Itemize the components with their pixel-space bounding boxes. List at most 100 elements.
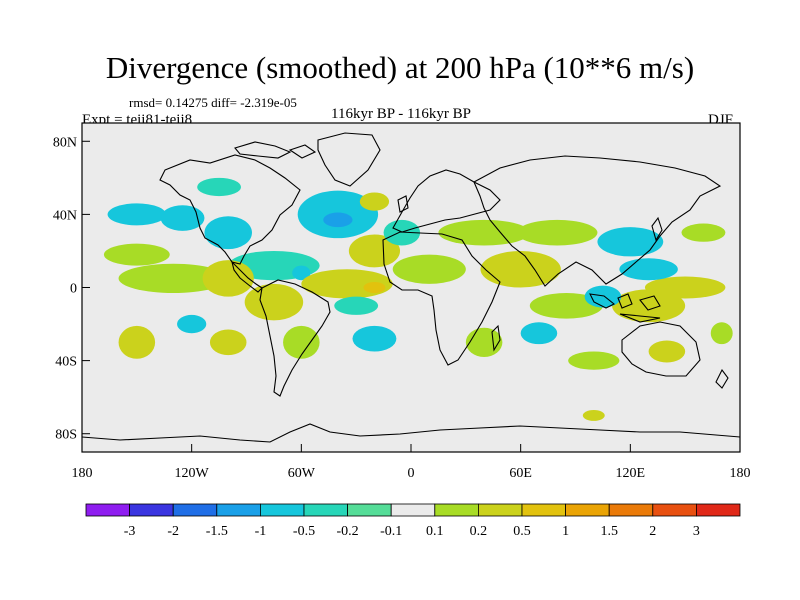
anomaly-patch	[359, 192, 390, 211]
colorbar-swatch	[652, 503, 697, 517]
x-tick-label: 0	[408, 466, 415, 481]
anomaly-patch	[520, 322, 558, 345]
colorbar: -3 -2 -1.5 -1 -0.5 -0.2 -0.1 0.1 0.2 0.5 1 1.5 2 3	[85, 503, 741, 539]
y-tick-label: 40S	[55, 355, 77, 370]
anomaly-patches	[103, 177, 733, 421]
anomaly-patch	[363, 282, 386, 293]
colorbar-label: 0.2	[470, 524, 488, 539]
anomaly-patch	[177, 314, 207, 334]
anomaly-patch	[644, 276, 726, 299]
colorbar-swatch	[434, 503, 479, 517]
coast-south-america	[259, 279, 331, 397]
coast-asia	[473, 155, 722, 287]
colorbar-label: -1.5	[206, 524, 228, 539]
coast-europe	[392, 169, 501, 233]
y-axis: 80N 40N 0 40S 80S	[53, 135, 90, 443]
colorbar-label: 3	[693, 524, 700, 539]
colorbar-swatch	[390, 503, 436, 517]
anomaly-patch	[204, 216, 252, 250]
colorbar-label: -2	[167, 524, 179, 539]
anomaly-patch	[648, 340, 686, 363]
anomaly-patch	[283, 325, 320, 359]
anomaly-patch	[202, 260, 254, 297]
coast-indonesia	[589, 293, 661, 323]
colorbar-swatch	[477, 503, 523, 517]
y-tick-label: 40N	[53, 208, 77, 223]
x-tick-label: 120W	[175, 466, 210, 481]
anomaly-patch	[584, 285, 622, 308]
coast-africa	[382, 231, 501, 366]
stats-label: rmsd= 0.14275 diff= -2.319e-05	[129, 95, 297, 110]
x-axis: 180 120W 60W 0 60E 120E 180	[72, 444, 751, 481]
colorbar-swatch	[129, 503, 174, 517]
coast-north-america	[159, 154, 301, 265]
colorbar-label: -1	[255, 524, 267, 539]
coast-antarctica	[82, 423, 740, 443]
anomaly-patch	[118, 325, 156, 359]
colorbar-label: -0.5	[293, 524, 315, 539]
coast-japan	[651, 216, 663, 242]
colorbar-swatch	[172, 503, 218, 517]
colorbar-swatch	[259, 503, 305, 517]
x-tick-label: 180	[730, 466, 751, 481]
colorbar-label: 2	[649, 524, 656, 539]
colorbar-swatch	[565, 503, 610, 517]
anomaly-patch	[197, 177, 242, 197]
x-tick-label: 60W	[288, 466, 316, 481]
coast-british-isles	[397, 195, 409, 213]
colorbar-swatch	[696, 503, 741, 517]
colorbar-label: -0.2	[337, 524, 359, 539]
anomaly-patch	[568, 351, 620, 370]
anomaly-patch	[334, 296, 379, 315]
coastlines	[82, 132, 740, 443]
anomaly-patch	[582, 409, 605, 421]
colorbar-label: 0.5	[513, 524, 531, 539]
anomaly-patch	[323, 212, 353, 228]
chart-title: Divergence (smoothed) at 200 hPa (10**6 …	[105, 50, 695, 85]
x-tick-label: 180	[72, 466, 93, 481]
coast-australia	[621, 321, 701, 377]
colorbar-swatch	[216, 503, 261, 517]
coast-new-zealand	[715, 368, 729, 389]
anomaly-patch	[597, 227, 664, 257]
map-area	[82, 123, 740, 452]
colorbar-swatch	[608, 503, 654, 517]
anomaly-patch	[292, 265, 311, 281]
anomaly-patch	[710, 322, 733, 345]
anomaly-patch	[352, 325, 397, 352]
y-tick-label: 80N	[53, 135, 77, 150]
anomaly-patch	[103, 243, 170, 266]
anomaly-patch	[244, 283, 304, 321]
colorbar-label: -3	[124, 524, 136, 539]
anomaly-patch	[517, 219, 598, 246]
anomaly-patch	[160, 205, 205, 231]
colorbar-swatch	[85, 503, 130, 517]
coast-arctic-islands	[234, 141, 317, 159]
colorbar-swatch	[303, 503, 348, 517]
anomaly-patch	[438, 219, 530, 246]
y-tick-label: 0	[70, 282, 77, 297]
coast-madagascar	[491, 324, 501, 352]
anomaly-patch	[118, 263, 229, 293]
coast-central-america	[230, 260, 263, 293]
anomaly-patch	[465, 327, 503, 357]
period-label: 116kyr BP - 116kyr BP	[331, 106, 472, 122]
colorbar-label: 1	[562, 524, 569, 539]
anomaly-patch	[107, 203, 167, 226]
anomaly-patch	[612, 289, 686, 323]
anomaly-patch	[529, 292, 603, 319]
x-tick-label: 120E	[616, 466, 646, 481]
anomaly-patch	[209, 329, 247, 356]
colorbar-label: -0.1	[380, 524, 402, 539]
coast-greenland	[317, 132, 381, 187]
anomaly-patch	[383, 219, 421, 246]
colorbar-label: 0.1	[426, 524, 444, 539]
x-tick-label: 60E	[509, 466, 532, 481]
anomaly-patch	[681, 223, 726, 242]
anomaly-patch	[392, 254, 466, 284]
y-tick-label: 80S	[55, 428, 77, 443]
colorbar-swatch	[521, 503, 566, 517]
anomaly-patch	[348, 234, 401, 268]
colorbar-label: 1.5	[600, 524, 618, 539]
